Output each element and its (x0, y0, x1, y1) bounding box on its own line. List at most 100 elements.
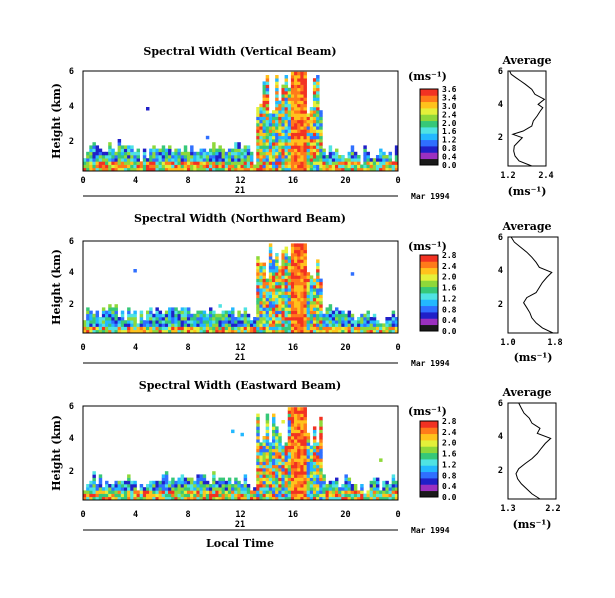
heatmap-cell (130, 313, 134, 318)
heatmap-cell (227, 484, 232, 488)
heatmap-cell (101, 161, 106, 165)
heatmap-cell (202, 151, 207, 156)
heatmap-cell (306, 161, 311, 165)
heatmap-cell (312, 281, 317, 286)
heatmap-cell (215, 158, 219, 162)
heatmap-cell (243, 167, 248, 172)
heatmap-cell (319, 301, 323, 305)
heatmap-cell (199, 310, 203, 315)
heatmap-cell (319, 297, 323, 302)
heatmap-cell (297, 329, 301, 334)
heatmap-cell (328, 164, 333, 169)
heatmap-cell (284, 155, 289, 159)
heatmap-cell (193, 326, 197, 331)
heatmap-cell (212, 474, 216, 478)
heatmap-cell (108, 323, 112, 327)
heatmap-cell (281, 91, 285, 95)
heatmap-cell (272, 420, 276, 424)
heatmap-cell (350, 158, 355, 162)
heatmap-cell (275, 490, 279, 494)
heatmap-cell (281, 301, 285, 305)
heatmap-cell (363, 164, 367, 169)
heatmap-cell (218, 484, 222, 488)
heatmap-cell (186, 477, 191, 482)
heatmap-cell (300, 416, 304, 421)
heatmap-cell (300, 294, 304, 299)
heatmap-cell (259, 142, 263, 146)
heatmap-cell (123, 167, 128, 172)
heatmap-cell (105, 490, 109, 494)
heatmap-cell (237, 151, 241, 156)
heatmap-cell (142, 496, 147, 501)
heatmap-cell (306, 461, 311, 466)
heatmap-cell (294, 487, 298, 491)
heatmap-cell (306, 307, 311, 311)
average-y-tick: 6 (498, 399, 503, 409)
heatmap-cell (275, 91, 279, 95)
heatmap-cell (379, 458, 383, 462)
heatmap-cell (394, 158, 399, 162)
heatmap-cell (275, 291, 279, 295)
heatmap-cell (281, 113, 285, 117)
heatmap-cell (272, 484, 276, 488)
heatmap-cell (303, 448, 307, 453)
heatmap-cell (287, 317, 292, 321)
heatmap-cell (262, 304, 266, 308)
heatmap-cell (338, 326, 342, 331)
heatmap-cell (303, 455, 307, 459)
heatmap-cell (294, 81, 298, 85)
heatmap-cell (202, 496, 207, 501)
heatmap-cell (312, 151, 317, 156)
heatmap-cell (240, 317, 244, 321)
heatmap-cell (287, 135, 292, 140)
heatmap-cell (379, 329, 383, 334)
heatmap-cell (120, 329, 125, 334)
heatmap-cell (205, 493, 210, 498)
heatmap-cell (218, 493, 222, 498)
colorbar-tick-label: 1.6 (442, 450, 457, 459)
heatmap-cell (303, 471, 307, 475)
heatmap-cell (265, 158, 270, 162)
heatmap-cell (142, 164, 147, 169)
heatmap-cell (171, 493, 175, 498)
heatmap-cell (186, 490, 191, 494)
heatmap-cell (350, 164, 355, 169)
heatmap-cell (177, 484, 181, 488)
colorbar-swatch (420, 280, 438, 288)
y-ticks-vertical: 6 4 2 (69, 67, 74, 147)
heatmap-cell (300, 110, 304, 114)
heatmap-cell (319, 487, 323, 491)
heatmap-cell (300, 148, 304, 153)
heatmap-cell (294, 148, 298, 153)
heatmap-cell (83, 493, 87, 498)
heatmap-cell (146, 490, 150, 494)
heatmap-cell (177, 151, 181, 156)
heatmap-cell (303, 304, 307, 308)
heatmap-cell (227, 320, 232, 324)
heatmap-cell (284, 123, 289, 127)
heatmap-cell (262, 126, 266, 130)
heatmap-cell (306, 452, 311, 456)
heatmap-cell (83, 161, 87, 165)
heatmap-cell (322, 323, 326, 327)
heatmap-cell (290, 142, 295, 146)
heatmap-cell (375, 490, 380, 494)
heatmap-cell (256, 265, 260, 270)
colorbar-tick-label: 0.0 (442, 493, 457, 502)
heatmap-cell (227, 313, 232, 318)
heatmap-cell (297, 487, 301, 491)
heatmap-cell (183, 496, 188, 501)
heatmap-cell (319, 304, 323, 308)
heatmap-cell (275, 288, 279, 292)
heatmap-cell (120, 313, 125, 318)
heatmap-cell (278, 119, 282, 124)
heatmap-cell (89, 158, 93, 162)
heatmap-cell (98, 484, 103, 488)
heatmap-cell (98, 155, 103, 159)
heatmap-cell (331, 320, 336, 324)
heatmap-cell (290, 91, 295, 95)
heatmap-cell (183, 484, 188, 488)
heatmap-cell (379, 161, 383, 165)
heatmap-cell (142, 326, 147, 331)
heatmap-cell (379, 164, 383, 169)
